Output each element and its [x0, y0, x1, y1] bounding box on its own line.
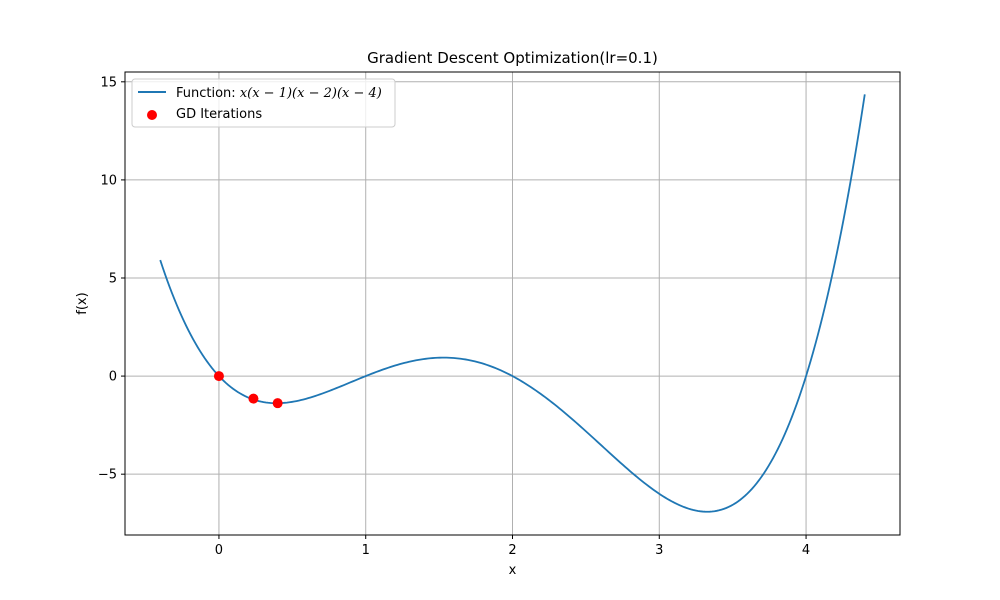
legend-box	[131, 78, 396, 128]
grid-layer	[125, 72, 900, 535]
gd-iteration-point	[213, 371, 224, 382]
legend-function-math: x(x − 1)(x − 2)(x − 4)	[240, 86, 382, 101]
legend-function-entry: Function: x(x − 1)(x − 2)(x − 4)	[176, 86, 382, 101]
chart-title: Gradient Descent Optimization(lr=0.1)	[367, 49, 658, 67]
x-axis-label: x	[509, 563, 517, 578]
legend: Function: x(x − 1)(x − 2)(x − 4) GD Iter…	[131, 78, 396, 128]
x-tick-label: 3	[655, 543, 663, 558]
x-tick-label: 1	[362, 543, 370, 558]
y-tick-label: 0	[109, 370, 117, 385]
x-tick-label: 4	[802, 543, 810, 558]
gd-iteration-point	[272, 398, 283, 409]
legend-gd-entry: GD Iterations	[176, 107, 262, 122]
x-tick-label: 0	[215, 543, 223, 558]
gd-iteration-point	[248, 393, 259, 404]
y-axis-label: f(x)	[75, 292, 90, 314]
ticks-layer: 0 1 2 3 4 −5 0 5 10 15	[98, 75, 810, 558]
legend-function-prefix: Function:	[176, 86, 240, 101]
y-tick-label: 10	[100, 173, 117, 188]
y-tick-label: 5	[109, 271, 117, 286]
x-tick-label: 2	[508, 543, 516, 558]
plot-layer	[159, 94, 866, 513]
y-tick-label: −5	[98, 468, 117, 483]
y-tick-label: 15	[100, 75, 117, 90]
legend-dot-swatch	[147, 110, 157, 120]
